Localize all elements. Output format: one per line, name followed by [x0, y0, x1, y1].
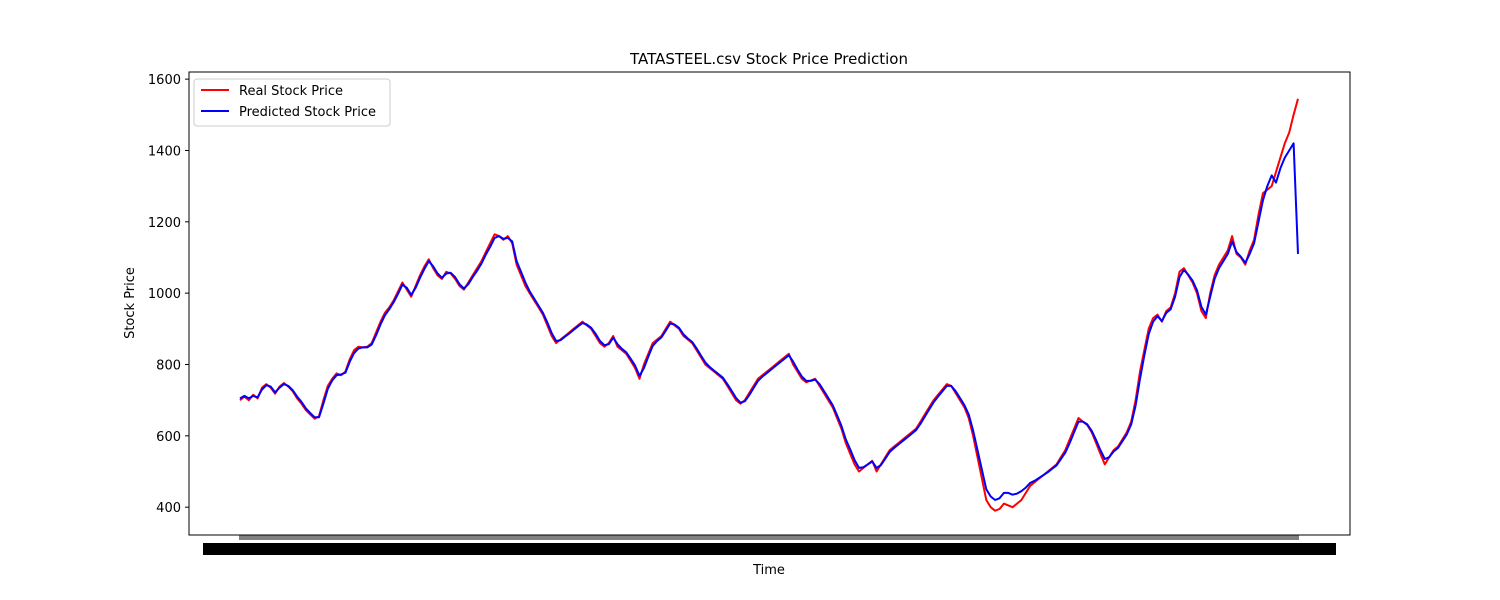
y-tick-label: 400	[156, 501, 181, 516]
legend-label-predicted: Predicted Stock Price	[239, 105, 376, 120]
x-axis	[203, 535, 1336, 555]
y-tick-label: 600	[156, 430, 181, 445]
series-group	[239, 98, 1299, 512]
series-line-predicted	[239, 142, 1299, 501]
y-tick-label: 800	[156, 358, 181, 373]
legend: Real Stock Price Predicted Stock Price	[193, 78, 391, 127]
x-tick-labels-overlap	[203, 543, 1336, 555]
legend-frame	[193, 78, 391, 127]
y-tick-label: 1600	[148, 73, 181, 88]
y-tick-label: 1200	[148, 216, 181, 231]
chart-title: TATASTEEL.csv Stock Price Prediction	[629, 50, 908, 68]
x-axis-label: Time	[752, 563, 785, 578]
legend-label-real: Real Stock Price	[239, 84, 343, 99]
y-tick-label: 1400	[148, 144, 181, 159]
y-tick-label: 1000	[148, 287, 181, 302]
y-axis-label: Stock Price	[123, 267, 138, 339]
y-axis: 400 600 800 1000 1200 1400 1600	[148, 73, 189, 516]
